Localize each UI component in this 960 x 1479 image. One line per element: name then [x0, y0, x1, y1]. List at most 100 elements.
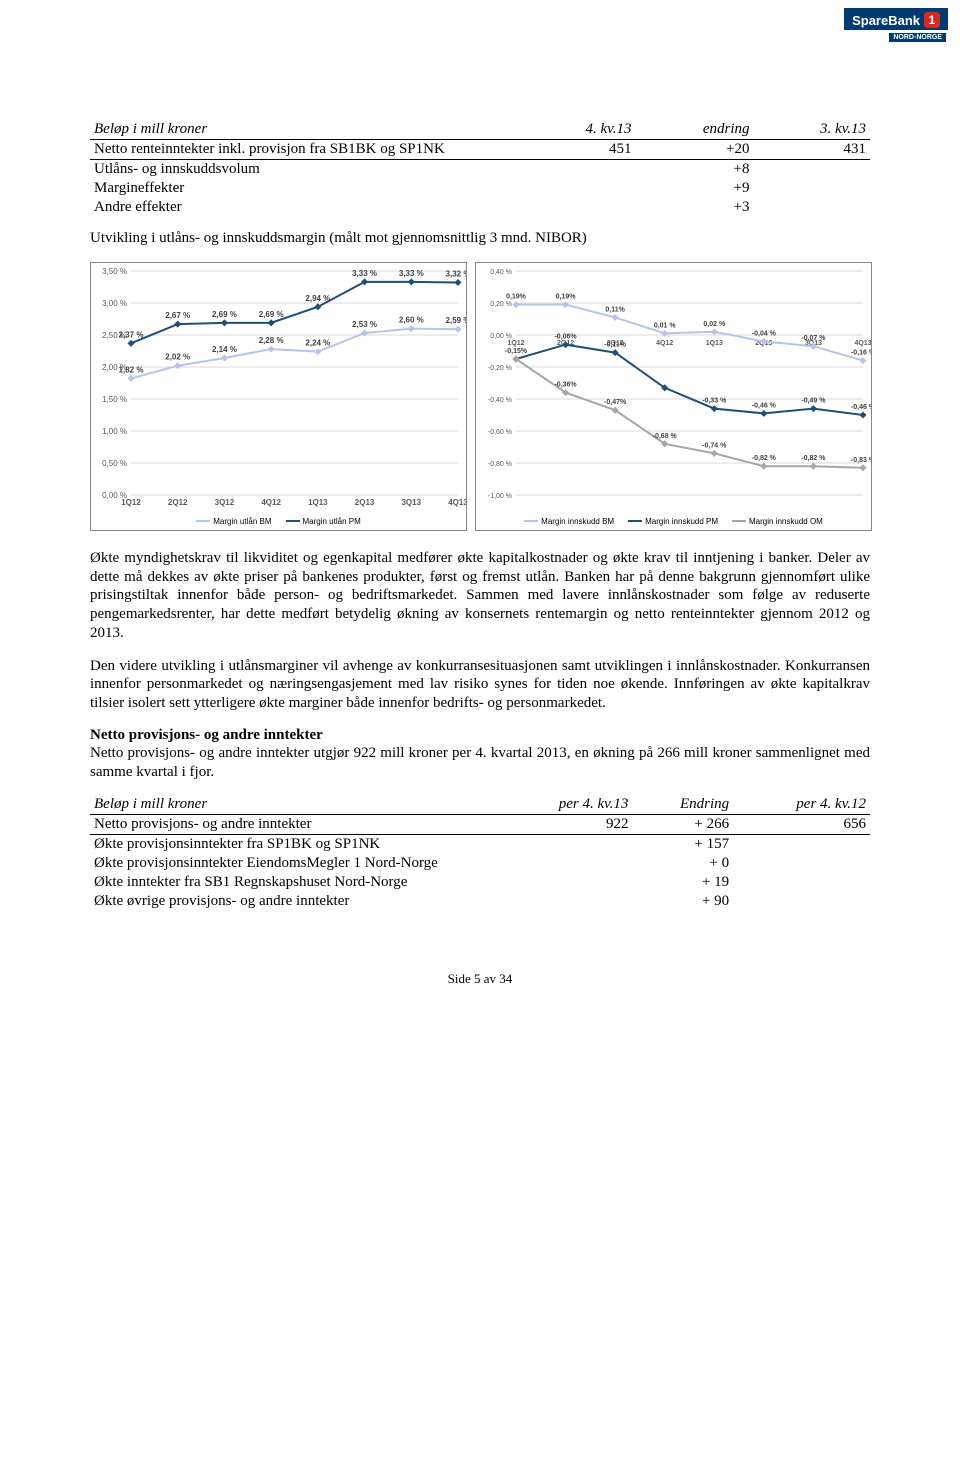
svg-text:-0,15%: -0,15%: [505, 348, 528, 355]
svg-text:-0,82 %: -0,82 %: [752, 455, 777, 462]
svg-text:1Q13: 1Q13: [308, 498, 328, 507]
svg-text:4Q13: 4Q13: [448, 498, 466, 507]
table-net-interest: Beløp i mill kroner 4. kv.13 endring 3. …: [90, 120, 870, 217]
svg-text:-0,20 %: -0,20 %: [488, 365, 512, 372]
svg-text:-0,80 %: -0,80 %: [488, 461, 512, 468]
svg-text:3,32 %: 3,32 %: [446, 269, 466, 278]
paragraph: Økte myndighetskrav til likviditet og eg…: [90, 549, 870, 643]
svg-text:2,24 %: 2,24 %: [305, 338, 330, 347]
svg-text:0,19%: 0,19%: [556, 293, 577, 300]
th-label: Beløp i mill kroner: [90, 120, 519, 140]
svg-text:-0,11%: -0,11%: [604, 341, 627, 348]
paragraph: Den videre utvikling i utlånsmarginer vi…: [90, 657, 870, 713]
th-c2: endring: [635, 120, 753, 140]
svg-text:-0,82 %: -0,82 %: [801, 455, 826, 462]
row-c2: +8: [635, 160, 753, 180]
row-c3: 431: [754, 140, 871, 160]
row-c2: + 157: [632, 835, 733, 855]
row-c2: + 19: [632, 873, 733, 892]
svg-text:4Q12: 4Q12: [261, 498, 281, 507]
svg-text:-0,74 %: -0,74 %: [702, 442, 727, 449]
row-c2: + 90: [632, 892, 733, 911]
svg-text:2,69 %: 2,69 %: [212, 310, 237, 319]
svg-text:3,33 %: 3,33 %: [399, 269, 424, 278]
svg-text:-0,46 %: -0,46 %: [851, 404, 871, 411]
svg-text:3,50 %: 3,50 %: [102, 267, 127, 276]
row-label: Andre effekter: [90, 198, 519, 217]
svg-text:4Q13: 4Q13: [854, 340, 871, 347]
svg-text:3Q13: 3Q13: [401, 498, 421, 507]
svg-text:-0,07 %: -0,07 %: [801, 335, 826, 342]
svg-text:2,69 %: 2,69 %: [259, 310, 284, 319]
row-c2: +20: [635, 140, 753, 160]
svg-text:2,67 %: 2,67 %: [165, 311, 190, 320]
section-title: Netto provisjons- og andre inntekter: [90, 727, 870, 744]
svg-text:0,19%: 0,19%: [506, 293, 527, 300]
svg-text:4Q12: 4Q12: [656, 340, 673, 347]
svg-text:0,02 %: 0,02 %: [703, 321, 726, 328]
row-c2: + 0: [632, 854, 733, 873]
logo-sub: NORD-NORGE: [889, 33, 946, 42]
svg-text:1,50 %: 1,50 %: [102, 395, 127, 404]
svg-text:0,50 %: 0,50 %: [102, 459, 127, 468]
th-label: Beløp i mill kroner: [90, 795, 496, 815]
svg-text:2,14 %: 2,14 %: [212, 345, 237, 354]
row-c2: +9: [635, 179, 753, 198]
svg-text:0,11%: 0,11%: [605, 306, 625, 313]
svg-text:2Q12: 2Q12: [168, 498, 188, 507]
row-c1: 922: [496, 815, 633, 835]
row-label: Utlåns- og innskuddsvolum: [90, 160, 519, 180]
th-c1: per 4. kv.13: [496, 795, 633, 815]
svg-text:-0,16 %: -0,16 %: [851, 349, 871, 356]
svg-text:1,82 %: 1,82 %: [119, 365, 144, 374]
row-label: Økte øvrige provisjons- og andre inntekt…: [90, 892, 496, 911]
table-commission: Beløp i mill kroner per 4. kv.13 Endring…: [90, 795, 870, 911]
svg-text:3,33 %: 3,33 %: [352, 269, 377, 278]
row-c3: 656: [733, 815, 870, 835]
svg-text:2,60 %: 2,60 %: [399, 315, 424, 324]
svg-text:-0,47%: -0,47%: [604, 399, 627, 406]
svg-text:0,20 %: 0,20 %: [490, 301, 512, 308]
paragraph: Netto provisjons- og andre inntekter utg…: [90, 744, 870, 782]
svg-text:1Q13: 1Q13: [706, 340, 723, 347]
row-c2: + 266: [632, 815, 733, 835]
svg-text:-0,83 %: -0,83 %: [851, 457, 871, 464]
chart-lending-margin: 0,00 %0,50 %1,00 %1,50 %2,00 %2,50 %3,00…: [90, 262, 467, 531]
svg-text:1Q12: 1Q12: [507, 340, 524, 347]
row-label: Økte inntekter fra SB1 Regnskapshuset No…: [90, 873, 496, 892]
svg-text:3,00 %: 3,00 %: [102, 299, 127, 308]
subhead-margins: Utvikling i utlåns- og innskuddsmargin (…: [90, 229, 870, 248]
svg-text:-0,33 %: -0,33 %: [702, 397, 727, 404]
th-c2: Endring: [632, 795, 733, 815]
svg-text:0,01 %: 0,01 %: [654, 322, 677, 329]
svg-text:2,59 %: 2,59 %: [446, 316, 466, 325]
row-label: Netto provisjons- og andre inntekter: [90, 815, 496, 835]
svg-text:1Q12: 1Q12: [121, 498, 141, 507]
svg-text:-0,04 %: -0,04 %: [752, 330, 777, 337]
svg-text:1,00 %: 1,00 %: [102, 427, 127, 436]
th-c1: 4. kv.13: [519, 120, 635, 140]
logo-text: SpareBank: [852, 14, 920, 27]
th-c3: per 4. kv.12: [733, 795, 870, 815]
svg-text:-1,00 %: -1,00 %: [488, 493, 512, 500]
svg-text:2Q13: 2Q13: [355, 498, 375, 507]
row-label: Økte provisjonsinntekter fra SP1BK og SP…: [90, 835, 496, 855]
svg-text:2,37 %: 2,37 %: [119, 330, 144, 339]
svg-text:-0,49 %: -0,49 %: [801, 397, 826, 404]
row-c1: 451: [519, 140, 635, 160]
row-label: Margineffekter: [90, 179, 519, 198]
page-footer: Side 5 av 34: [90, 971, 870, 987]
svg-text:2,94 %: 2,94 %: [305, 294, 330, 303]
svg-text:3Q12: 3Q12: [215, 498, 235, 507]
svg-text:-0,68 %: -0,68 %: [653, 433, 678, 440]
chart-deposit-margin: -1,00 %-0,80 %-0,60 %-0,40 %-0,20 %0,00 …: [475, 262, 872, 531]
svg-text:-0,46 %: -0,46 %: [752, 402, 777, 409]
svg-text:0,00 %: 0,00 %: [490, 333, 512, 340]
svg-text:2,28 %: 2,28 %: [259, 336, 284, 345]
svg-text:2,53 %: 2,53 %: [352, 320, 377, 329]
svg-text:-0,06%: -0,06%: [554, 333, 577, 340]
logo-number: 1: [924, 12, 940, 28]
row-label: Netto renteinntekter inkl. provisjon fra…: [90, 140, 519, 160]
svg-text:-0,60 %: -0,60 %: [488, 429, 512, 436]
brand-logo: SpareBank 1 NORD-NORGE: [844, 8, 948, 30]
